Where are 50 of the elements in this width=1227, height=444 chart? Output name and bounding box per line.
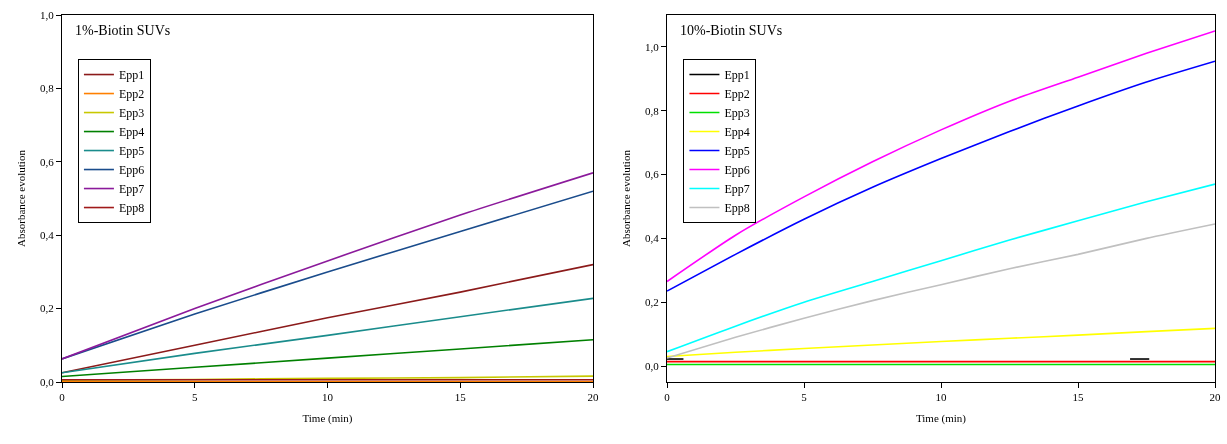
x-tick-label: 10 [935,391,947,404]
legend-label: Epp2 [118,87,145,102]
x-tick-label: 15 [1072,391,1084,404]
y-tick-label: 0,0 [40,375,55,388]
y-tick-label: 0,8 [40,82,55,95]
x-tick-label: 20 [1209,391,1221,404]
y-axis-title: Absorbance evolution [619,149,632,247]
x-tick-label: 5 [801,391,808,404]
legend-label: Epp8 [118,201,145,216]
y-tick-label: 0,2 [645,296,659,309]
x-tick-label: 5 [192,391,198,404]
legend-label: Epp3 [724,106,750,121]
y-tick-label: 0,6 [645,168,660,181]
line-series [62,297,593,374]
legend-label: Epp2 [724,87,750,102]
legend-label: Epp7 [724,182,750,197]
x-tick-label: 10 [322,391,334,404]
x-axis-title: Time (min) [302,412,353,426]
legend-label: Epp4 [724,125,750,140]
text: 1%-Biotin SUVs [75,23,171,38]
legend-label: Epp1 [724,68,750,83]
legend-label: Epp1 [118,68,145,83]
text: 10%-Biotin SUVs [680,23,783,38]
line-series [667,327,1215,358]
legend-label: Epp6 [724,163,750,178]
legend-label: Epp5 [724,144,750,159]
legend-label: Epp5 [118,144,145,159]
line-series [62,339,593,378]
y-tick-label: 1,0 [645,40,660,53]
y-tick-label: 0,4 [40,229,55,242]
legend-label: Epp8 [724,201,750,216]
y-tick-label: 0,6 [40,155,55,168]
x-axis-title: Time (min) [915,412,967,426]
line-series [667,183,1215,353]
legend-label: Epp7 [118,182,145,197]
line-series [667,223,1215,359]
line-series [62,263,593,374]
y-tick-label: 0,2 [40,302,54,315]
x-tick-label: 0 [59,391,66,404]
legend-label: Epp6 [118,163,145,178]
legend-label: Epp3 [118,106,145,121]
y-tick-label: 0,8 [645,104,660,117]
x-tick-label: 20 [587,391,599,404]
y-tick-label: 0,0 [645,359,660,372]
x-tick-label: 15 [454,391,467,404]
x-tick-label: 0 [664,391,671,404]
legend-label: Epp4 [118,125,145,140]
y-tick-label: 0,4 [645,232,660,245]
y-axis-title: Absorbance evolution [14,149,27,247]
y-tick-label: 1,0 [40,8,55,21]
